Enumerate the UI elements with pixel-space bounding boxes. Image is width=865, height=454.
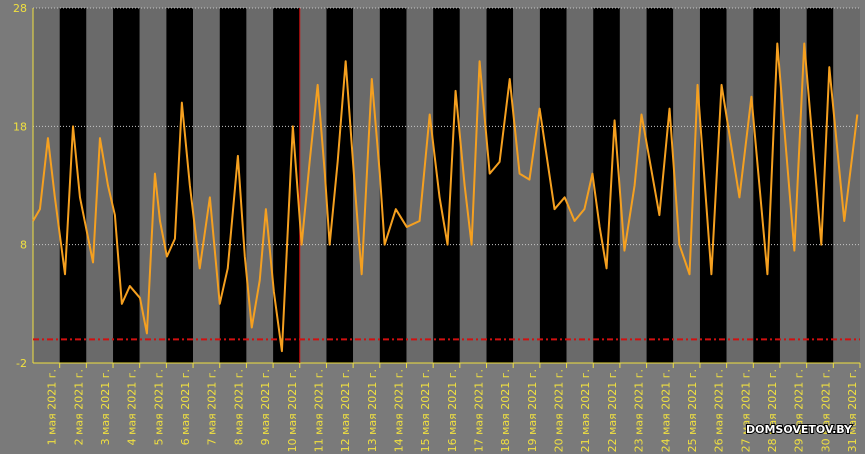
day-stripe (273, 8, 300, 363)
day-stripe (246, 8, 274, 363)
day-stripe (406, 8, 434, 363)
x-tick-label: 21 мая 2021 г. (579, 369, 592, 452)
watermark: DOMSOVETOV.BY (746, 423, 853, 436)
day-stripe (593, 8, 620, 363)
day-stripe (379, 8, 407, 363)
day-stripe (219, 8, 247, 363)
x-tick-label: 2 мая 2021 г. (72, 369, 85, 445)
day-stripe (513, 8, 540, 363)
day-stripe (33, 8, 60, 363)
day-stripe (539, 8, 567, 363)
x-tick-label: 7 мая 2021 г. (206, 369, 219, 445)
x-tick-label: 5 мая 2021 г. (152, 369, 165, 445)
x-tick-label: 4 мая 2021 г. (126, 369, 139, 445)
x-tick-label: 28 мая 2021 г. (766, 369, 779, 452)
x-tick-label: 22 мая 2021 г. (606, 369, 619, 452)
x-tick-label: 6 мая 2021 г. (179, 369, 192, 445)
day-stripe (673, 8, 700, 363)
y-tick-label: 18 (13, 120, 27, 133)
day-stripe (299, 8, 327, 363)
day-stripe (806, 8, 834, 363)
day-stripe (86, 8, 114, 363)
x-tick-label: 1 мая 2021 г. (46, 369, 59, 445)
day-stripe (139, 8, 167, 363)
day-stripe (833, 8, 860, 363)
x-tick-label: 31 мая 2021 г. (846, 369, 859, 452)
x-tick-label: 26 мая 2021 г. (713, 369, 726, 452)
x-tick-label: 18 мая 2021 г. (499, 369, 512, 452)
day-stripe (326, 8, 354, 363)
x-tick-label: 25 мая 2021 г. (686, 369, 699, 452)
day-stripe (486, 8, 514, 363)
x-tick-label: 14 мая 2021 г. (392, 369, 405, 452)
y-tick-label: -2 (16, 357, 27, 370)
x-tick-label: 12 мая 2021 г. (339, 369, 352, 452)
x-tick-label: 30 мая 2021 г. (819, 369, 832, 452)
x-tick-label: 27 мая 2021 г. (739, 369, 752, 452)
x-tick-label: 13 мая 2021 г. (366, 369, 379, 452)
x-tick-label: 3 мая 2021 г. (99, 369, 112, 445)
x-tick-label: 20 мая 2021 г. (553, 369, 566, 452)
day-stripe (646, 8, 674, 363)
day-stripe (619, 8, 647, 363)
x-tick-label: 15 мая 2021 г. (419, 369, 432, 452)
x-tick-label: 11 мая 2021 г. (312, 369, 325, 452)
x-tick-label: 17 мая 2021 г. (473, 369, 486, 452)
day-stripe (166, 8, 194, 363)
day-stripe (113, 8, 140, 363)
y-tick-label: 8 (20, 239, 27, 252)
temperature-line (32, 42, 859, 353)
day-stripe (59, 8, 87, 363)
x-tick-label: 16 мая 2021 г. (446, 369, 459, 452)
x-tick-label: 24 мая 2021 г. (659, 369, 672, 452)
x-tick-label: 9 мая 2021 г. (259, 369, 272, 445)
x-tick-label: 19 мая 2021 г. (526, 369, 539, 452)
x-tick-label: 29 мая 2021 г. (793, 369, 806, 452)
day-stripe (193, 8, 220, 363)
y-tick-label: 28 (13, 2, 27, 15)
x-tick-label: 8 мая 2021 г. (232, 369, 245, 445)
x-tick-label: 23 мая 2021 г. (633, 369, 646, 452)
x-tick-label: 10 мая 2021 г. (286, 369, 299, 452)
